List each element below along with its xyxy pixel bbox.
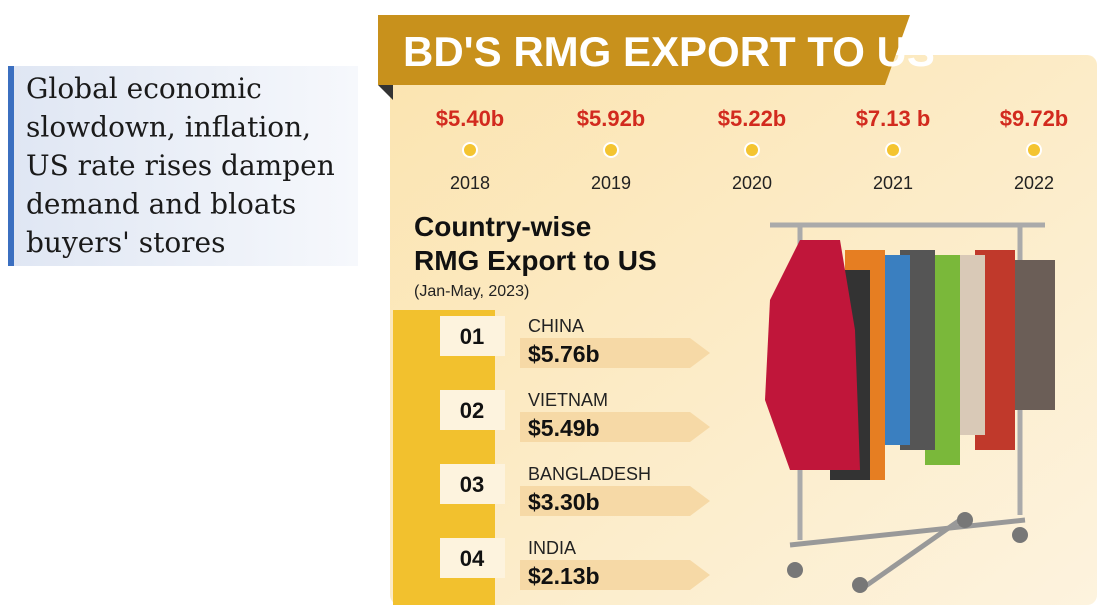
country-value: $3.30b [528,489,600,515]
timeline-year: 2021 [873,173,913,193]
ranking-period: (Jan-May, 2023) [414,283,529,300]
quote-box [8,66,358,266]
timeline-dot [744,142,760,158]
quote-line: buyers' stores [26,226,226,259]
ranking-title: Country-wise [414,211,591,242]
value-arrow [520,486,710,516]
value-arrow [520,412,710,442]
quote-line: demand and bloats [26,188,296,221]
rank-box [440,464,505,504]
quote-line: Global economic [26,72,262,105]
country-name: INDIA [528,538,576,558]
country-name: VIETNAM [528,390,608,410]
panel [390,55,1097,605]
timeline-year: 2019 [591,173,631,193]
rank-number: 01 [460,324,484,349]
rank-box [440,316,505,356]
timeline-value: $5.92b [577,106,646,131]
rank-number: 03 [460,472,484,497]
timeline-value: $9.72b [1000,106,1069,131]
timeline-year: 2020 [732,173,772,193]
banner [378,15,910,85]
value-arrow [520,338,710,368]
rank-box [440,390,505,430]
country-name: CHINA [528,316,584,336]
value-arrow [520,560,710,590]
ranking-list: 01 CHINA $5.76b 02 VIETNAM $5.49b 03 BANGLADESH… [440,316,710,590]
timeline-dot [462,142,478,158]
quote-bar [8,66,14,266]
clothing-rack-image [765,222,1055,593]
quote-line: slowdown, inflation, [26,111,311,144]
rank-box [440,538,505,578]
country-name: BANGLADESH [528,464,651,484]
timeline-value: $5.40b [436,106,505,131]
timeline-value: $5.22b [718,106,787,131]
banner-title: BD'S RMG EXPORT TO US [403,28,935,75]
timeline-value: $7.13 b [856,106,931,131]
quote-text: Global economic slowdown, inflation, US ra… [26,72,335,259]
timeline-dot [885,142,901,158]
banner-fold [378,85,393,100]
country-value: $5.49b [528,415,600,441]
timeline-year: 2018 [450,173,490,193]
timeline-dot [603,142,619,158]
timeline-dot [1026,142,1042,158]
quote-line: US rate rises dampen [26,149,335,182]
country-value: $5.76b [528,341,600,367]
rank-number: 02 [460,398,484,423]
rank-number: 04 [460,546,485,571]
country-value: $2.13b [528,563,600,589]
timeline-year: 2022 [1014,173,1054,193]
timeline: $5.40b 2018 $5.92b 2019 $5.22b 2020 $7.13 b 202… [436,106,1069,193]
ranking-title: RMG Export to US [414,245,657,276]
